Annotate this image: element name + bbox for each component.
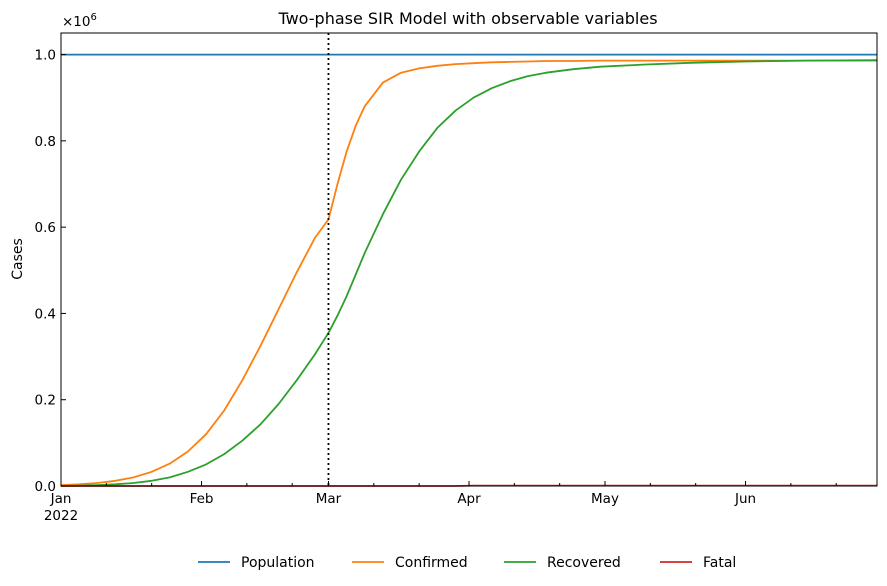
legend-label-recovered: Recovered [547, 555, 621, 571]
legend-label-confirmed: Confirmed [395, 555, 468, 571]
y-tick-label: 0.8 [35, 134, 56, 150]
y-multiplier: ×106 [62, 12, 97, 30]
legend-label-population: Population [241, 555, 315, 571]
y-tick-label: 0.0 [35, 479, 56, 495]
chart-title: Two-phase SIR Model with observable vari… [277, 9, 657, 28]
x-tick-label: Mar [316, 491, 342, 507]
x-tick-label: Apr [457, 491, 481, 507]
y-multiplier-exponent: 6 [91, 12, 97, 23]
x-tick-label: Jan [50, 491, 72, 507]
series-line-confirmed [60, 59, 877, 486]
legend: Population Confirmed Recovered Fatal [198, 555, 736, 571]
y-axis-label: Cases [10, 238, 26, 280]
x-tick-label: Feb [190, 491, 214, 507]
x-tick-label: May [591, 491, 619, 507]
x-tick-label: Jun [734, 491, 756, 507]
x-tick-sublabel: 2022 [44, 508, 78, 524]
y-multiplier-base: ×10 [62, 14, 91, 30]
y-tick-label: 0.6 [35, 220, 56, 236]
series-line-recovered [60, 59, 878, 487]
y-tick-label: 0.4 [35, 306, 56, 322]
y-tick-label: 0.2 [35, 393, 56, 409]
legend-label-fatal: Fatal [703, 555, 736, 571]
y-tick-label: 1.0 [35, 48, 56, 64]
